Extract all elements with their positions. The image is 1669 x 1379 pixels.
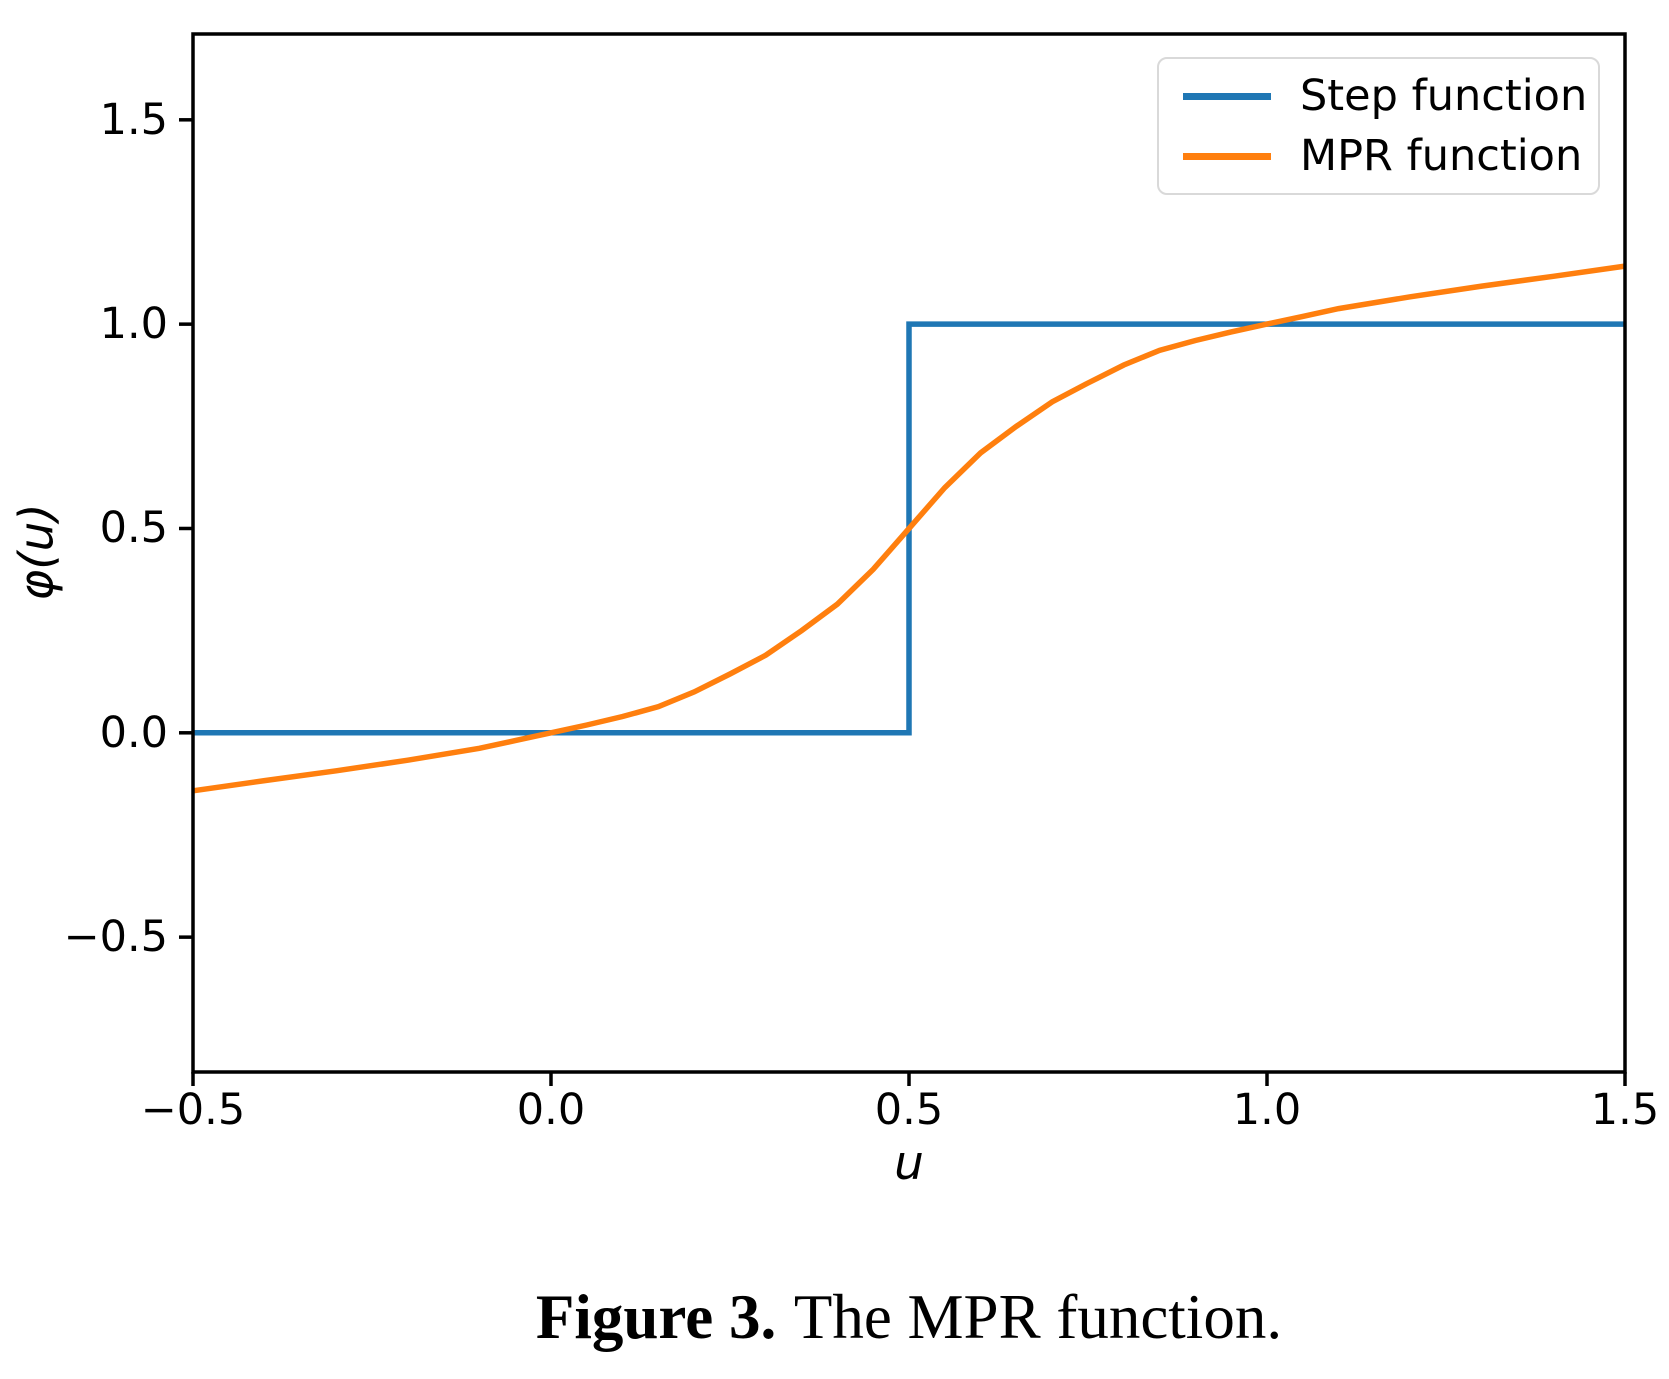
mpr-function-legend-swatch bbox=[1183, 152, 1271, 160]
x-tick-label: −0.5 bbox=[140, 1085, 246, 1135]
x-axis-label: u bbox=[894, 1136, 924, 1191]
caption-label: Figure 3. bbox=[535, 1282, 777, 1352]
y-tick-label: 1.5 bbox=[99, 94, 168, 145]
figure-caption: Figure 3. The MPR function. bbox=[193, 1278, 1625, 1356]
y-tick-label: 1.0 bbox=[99, 299, 168, 350]
legend-entry-step-function: Step function bbox=[1159, 66, 1598, 126]
x-tick-label: 1.5 bbox=[1590, 1085, 1660, 1135]
x-tick-label: 0.0 bbox=[516, 1085, 586, 1135]
y-tick-label: 0.5 bbox=[99, 503, 168, 554]
mpr-function-line bbox=[192, 263, 1626, 794]
y-tick-label: −0.5 bbox=[63, 912, 168, 963]
legend-label: Step function bbox=[1300, 71, 1588, 121]
caption-text: The MPR function. bbox=[793, 1282, 1283, 1352]
step-function-legend-swatch bbox=[1183, 92, 1271, 100]
legend: Step function MPR function bbox=[1157, 57, 1600, 195]
legend-entry-mpr-function: MPR function bbox=[1159, 126, 1598, 186]
legend-label: MPR function bbox=[1300, 131, 1583, 181]
x-tick-label: 0.5 bbox=[874, 1085, 944, 1135]
y-tick-label: 0.0 bbox=[99, 707, 168, 758]
x-tick-label: 1.0 bbox=[1232, 1085, 1302, 1135]
